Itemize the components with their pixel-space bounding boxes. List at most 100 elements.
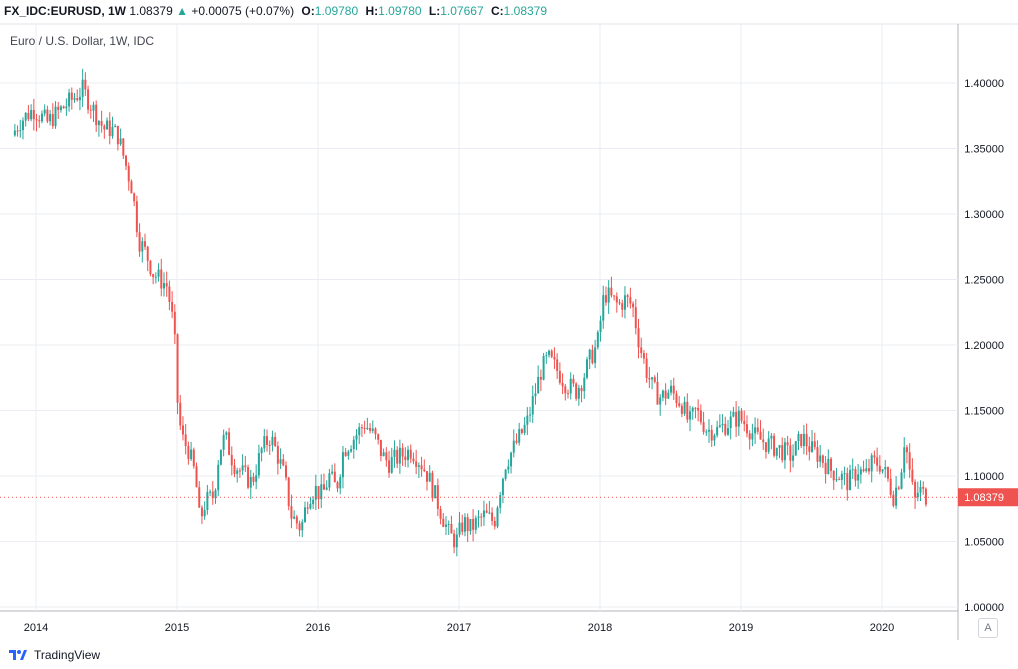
candle-body xyxy=(290,506,293,519)
candle-body xyxy=(116,125,119,145)
candle-body xyxy=(518,429,521,443)
candle-body xyxy=(108,120,111,137)
high-value: 1.09780 xyxy=(378,4,422,18)
high-label: H: xyxy=(365,4,379,18)
candle-body xyxy=(900,472,903,489)
x-tick-label: 2020 xyxy=(870,622,894,634)
candle-body xyxy=(122,138,125,156)
candle-body xyxy=(618,302,621,304)
candle-body xyxy=(656,381,659,405)
candle-body xyxy=(797,434,800,442)
candle-body xyxy=(664,390,667,399)
candle-body xyxy=(306,507,309,509)
candle-body xyxy=(870,455,873,472)
candle-body xyxy=(564,386,567,394)
candle-body xyxy=(678,403,681,406)
candle-body xyxy=(607,287,610,303)
auto-scale-button[interactable]: A xyxy=(978,618,998,638)
candle-body xyxy=(295,516,298,524)
candle-body xyxy=(849,470,852,491)
candle-body xyxy=(501,478,504,496)
candle-body xyxy=(160,269,163,289)
candle-body xyxy=(165,283,168,287)
candle-body xyxy=(426,471,429,482)
candle-body xyxy=(198,487,201,508)
candle-body xyxy=(770,435,773,439)
candle-body xyxy=(542,356,545,380)
candle-body xyxy=(862,469,865,472)
candle-body xyxy=(808,446,811,452)
candle-body xyxy=(583,377,586,392)
candle-body xyxy=(534,393,537,397)
candle-body xyxy=(577,387,580,399)
candle-body xyxy=(661,390,664,398)
candle-body xyxy=(192,449,195,467)
symbol-title[interactable]: FX_IDC:EURUSD, 1W xyxy=(4,4,127,18)
candle-body xyxy=(328,473,331,488)
candle-body xyxy=(496,507,499,527)
candle-body xyxy=(694,407,697,409)
candle-body xyxy=(884,467,887,470)
candle-body xyxy=(32,109,35,120)
candle-body xyxy=(840,473,843,480)
candle-body xyxy=(865,468,868,472)
x-tick-label: 2015 xyxy=(165,622,189,634)
candle-body xyxy=(76,98,79,101)
candle-body xyxy=(244,465,247,468)
candle-body xyxy=(51,114,54,127)
candle-body xyxy=(596,332,599,348)
candle-body xyxy=(417,465,420,467)
candle-body xyxy=(794,441,797,456)
candle-body xyxy=(767,438,770,452)
candle-body xyxy=(154,276,157,278)
candle-body xyxy=(336,482,339,489)
candle-body xyxy=(781,445,784,461)
candle-body xyxy=(610,287,613,296)
y-tick-label: 1.25000 xyxy=(964,275,1004,287)
candle-body xyxy=(377,434,380,440)
candle-body xyxy=(824,462,827,474)
tradingview-logo-icon xyxy=(9,650,27,660)
candle-body xyxy=(892,494,895,506)
candle-body xyxy=(789,445,792,461)
candle-body xyxy=(811,441,814,452)
candle-body xyxy=(274,436,277,446)
footer-brand[interactable]: TradingView xyxy=(8,648,100,662)
candle-body xyxy=(604,295,607,303)
y-tick-label: 1.15000 xyxy=(964,406,1004,418)
candle-body xyxy=(651,377,654,380)
candle-body xyxy=(710,429,713,441)
price-axis[interactable]: 1.40000 1.35000 1.30000 1.25000 1.20000 1.150… xyxy=(964,78,1004,614)
candle-body xyxy=(632,303,635,308)
candle-body xyxy=(553,356,556,360)
candle-body xyxy=(602,295,605,321)
candle-body xyxy=(821,455,824,463)
candle-body xyxy=(510,452,513,467)
candle-body xyxy=(472,518,475,530)
candle-body xyxy=(751,433,754,440)
candle-body xyxy=(282,459,285,466)
candle-body xyxy=(878,465,881,472)
candle-body xyxy=(499,495,502,508)
candle-body xyxy=(629,297,632,304)
candle-body xyxy=(214,490,217,499)
time-axis[interactable]: 2014 2015 2016 2017 2018 2019 2020 xyxy=(24,622,894,634)
candle-body xyxy=(800,434,803,447)
candle-body xyxy=(444,524,447,527)
candle-body xyxy=(146,246,149,261)
candle-body xyxy=(683,401,686,414)
candle-body xyxy=(572,378,575,384)
candle-body xyxy=(813,441,816,448)
candle-body xyxy=(851,469,854,471)
candle-body xyxy=(241,465,244,471)
candle-body xyxy=(106,120,109,130)
x-tick-label: 2018 xyxy=(588,622,612,634)
y-tick-label: 1.00000 xyxy=(964,602,1004,614)
y-tick-label: 1.10000 xyxy=(964,471,1004,483)
candle-body xyxy=(428,472,431,482)
close-value: 1.08379 xyxy=(503,4,548,18)
candle-body xyxy=(144,241,147,247)
candle-body xyxy=(792,455,795,461)
candle-body xyxy=(642,353,645,359)
